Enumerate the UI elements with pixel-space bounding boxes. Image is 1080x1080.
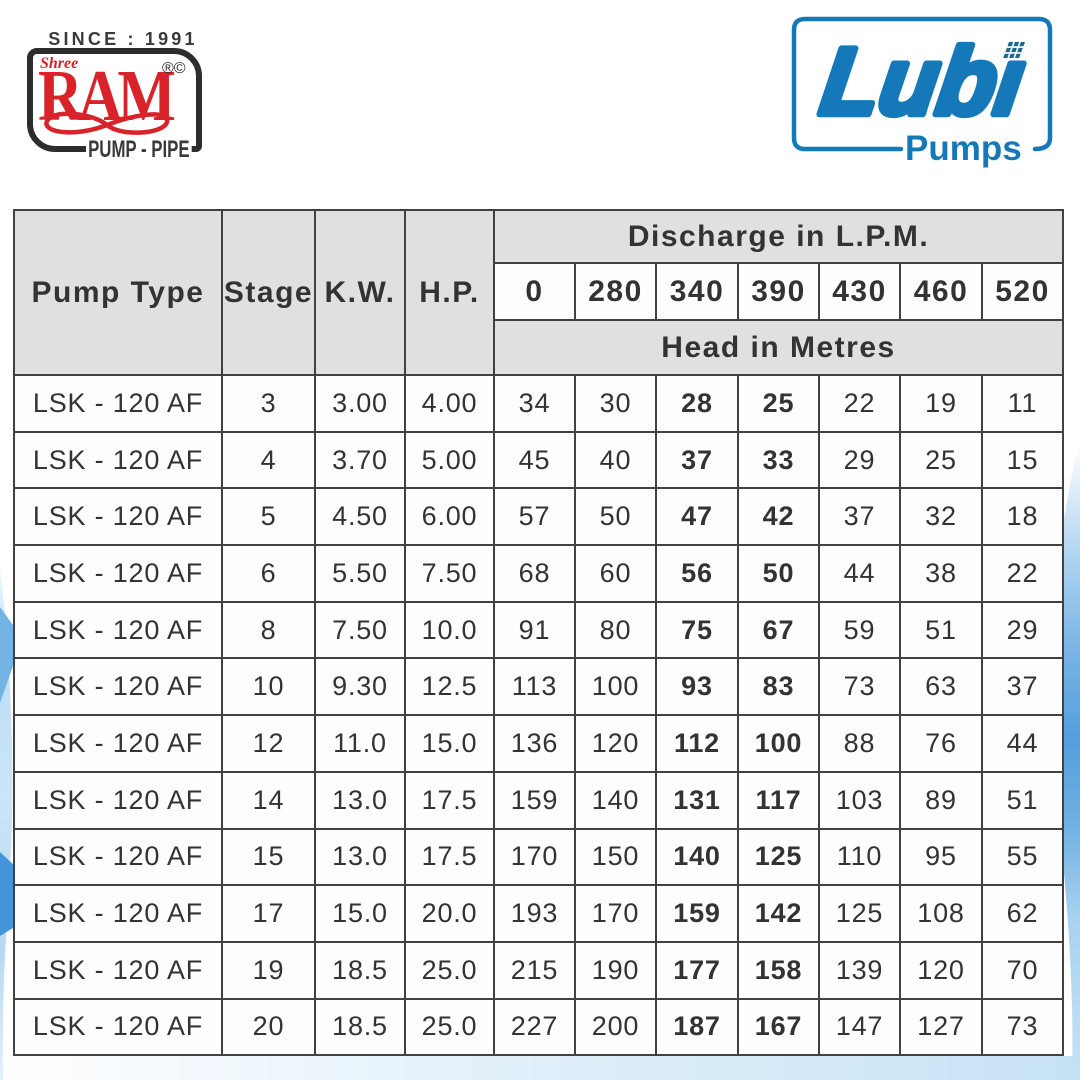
svg-text:Lubı: Lubı xyxy=(815,29,1030,134)
svg-text:Pumps: Pumps xyxy=(905,129,1022,168)
